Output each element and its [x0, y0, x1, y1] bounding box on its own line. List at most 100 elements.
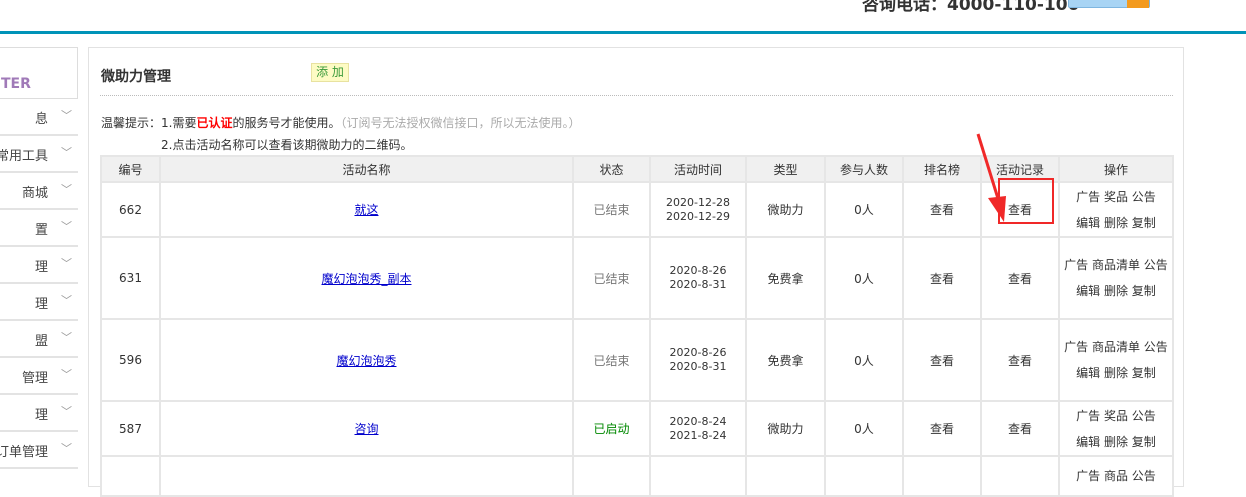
highlight-box	[998, 178, 1054, 224]
sidebar-item[interactable]: 常用工具 ﹀	[0, 136, 78, 173]
tip-highlight: 已认证	[196, 116, 233, 130]
column-header: 活动名称	[159, 155, 574, 183]
chevron-down-icon: ﹀	[61, 442, 72, 455]
status: 已启动	[572, 400, 651, 457]
row-id: 596	[100, 318, 161, 402]
end-date: 2020-12-29	[666, 209, 730, 223]
record-view-link[interactable]: 查看	[980, 400, 1060, 457]
sidebar-item-label: 理	[34, 297, 48, 312]
column-header: 参与人数	[824, 155, 904, 183]
status: 已结束	[572, 181, 651, 238]
ranking-view-link[interactable]: 查看	[902, 236, 982, 320]
status: 已结束	[572, 318, 651, 402]
phone-number: 咨询电话：4000-110-100	[862, 0, 1080, 15]
start-date: 2020-8-24	[669, 414, 727, 428]
sidebar-item[interactable]: 理 ﹀	[0, 247, 78, 284]
tip-line-2: 2.点击活动名称可以查看该期微助力的二维码。	[161, 138, 413, 152]
activity-name-link[interactable]: 魔幻泡泡秀	[336, 353, 397, 368]
start-date: 2020-8-26	[669, 264, 727, 277]
qq-chat-button[interactable]	[1068, 0, 1150, 8]
chevron-down-icon: ﹀	[61, 368, 72, 381]
ops-links-primary[interactable]: 广告 奖品 公告	[1076, 189, 1156, 204]
sidebar-item-label: 置	[34, 223, 48, 238]
sidebar-item[interactable]: 息 ﹀	[0, 99, 78, 136]
column-header: 编号	[100, 155, 161, 183]
participant-count: 0人	[824, 236, 904, 320]
sidebar-item[interactable]: 盟 ﹀	[0, 321, 78, 358]
sidebar-item-label: 息	[34, 112, 48, 127]
tip-prefix: 温馨提示：1.需要	[101, 116, 197, 130]
header-divider	[0, 31, 1246, 34]
participant-count	[824, 455, 904, 497]
row-id: 631	[100, 236, 161, 320]
ops-links-primary[interactable]: 广告 商品 公告	[1076, 469, 1156, 483]
ranking-view-link[interactable]: 查看	[902, 400, 982, 457]
sidebar-item[interactable]: 理 ﹀	[0, 284, 78, 321]
sidebar-item-label: 商城	[21, 186, 48, 201]
chevron-down-icon: ﹀	[61, 220, 72, 233]
chevron-down-icon: ﹀	[61, 257, 72, 270]
sidebar-item-label: 订单管理	[0, 445, 48, 460]
sidebar-item-label: 理	[34, 260, 48, 275]
end-date: 2020-8-31	[669, 278, 727, 291]
qq-icon	[1127, 0, 1149, 8]
start-date: 2020-12-28	[666, 195, 730, 209]
participant-count: 0人	[824, 400, 904, 457]
add-button[interactable]: 添 加	[311, 63, 349, 82]
type: 免费拿	[745, 318, 826, 402]
sidebar-item[interactable]: 理 ﹀	[0, 395, 78, 432]
ops-links-secondary[interactable]: 编辑 删除 复制	[1076, 215, 1156, 230]
brand-text: TER	[1, 76, 31, 92]
end-date: 2021-8-24	[669, 428, 727, 442]
type: 微助力	[745, 400, 826, 457]
column-header: 活动时间	[649, 155, 747, 183]
ops-links-secondary[interactable]: 编辑 删除 复制	[1076, 284, 1156, 298]
record-view-link[interactable]	[980, 455, 1060, 497]
ranking-view-link[interactable]: 查看	[902, 318, 982, 402]
divider	[100, 95, 1173, 96]
chevron-down-icon: ﹀	[61, 183, 72, 196]
activity-name-link[interactable]: 咨询	[354, 422, 379, 436]
page-title: 微助力管理	[101, 69, 171, 85]
column-header: 操作	[1058, 155, 1174, 183]
sidebar-item-label: 盟	[34, 334, 48, 349]
top-header: 咨询电话：4000-110-100	[0, 0, 1246, 31]
record-view-link[interactable]: 查看	[980, 236, 1060, 320]
chevron-down-icon: ﹀	[61, 331, 72, 344]
record-view-link[interactable]: 查看	[980, 318, 1060, 402]
chevron-down-icon: ﹀	[61, 294, 72, 307]
table-row: 广告 商品 公告	[100, 455, 1174, 497]
ops-links-primary[interactable]: 广告 奖品 公告	[1076, 408, 1156, 423]
sidebar-brand: TER	[0, 47, 78, 99]
chevron-down-icon: ﹀	[61, 146, 72, 159]
table-row: 587 咨询 已启动 2020-8-24 2021-8-24 微助力 0人 查看 …	[100, 400, 1174, 457]
table-row: 596 魔幻泡泡秀 已结束 2020-8-26 2020-8-31 免费拿 0人 …	[100, 318, 1174, 402]
end-date: 2020-8-31	[669, 360, 727, 373]
activity-name-link[interactable]: 就这	[354, 203, 379, 217]
row-id	[100, 455, 161, 497]
sidebar-item-label: 常用工具	[0, 149, 48, 164]
ranking-view-link[interactable]: 查看	[902, 181, 982, 238]
ops-links-secondary[interactable]: 编辑 删除 复制	[1076, 366, 1156, 380]
sidebar-item-label: 管理	[21, 371, 48, 386]
row-id: 587	[100, 400, 161, 457]
status	[572, 455, 651, 497]
sidebar-item[interactable]: 管理 ﹀	[0, 358, 78, 395]
participant-count: 0人	[824, 318, 904, 402]
sidebar-item[interactable]: 订单管理 ﹀	[0, 432, 78, 469]
participant-count: 0人	[824, 181, 904, 238]
ranking-view-link[interactable]	[902, 455, 982, 497]
type: 免费拿	[745, 236, 826, 320]
sidebar-item-label: 理	[34, 408, 48, 423]
ops-links-primary[interactable]: 广告 商品清单 公告	[1064, 340, 1168, 354]
ops-links-primary[interactable]: 广告 商品清单 公告	[1064, 258, 1168, 272]
type	[745, 455, 826, 497]
sidebar: TER 息 ﹀ 常用工具 ﹀ 商城 ﹀ 置 ﹀ 理 ﹀ 理 ﹀ 盟 ﹀ 管理 ﹀ 理 ﹀ 订单管理 ﹀	[0, 47, 78, 487]
ops-links-secondary[interactable]: 编辑 删除 复制	[1076, 434, 1156, 449]
sidebar-item[interactable]: 置 ﹀	[0, 210, 78, 247]
activity-name-link[interactable]: 魔幻泡泡秀_副本	[321, 271, 412, 286]
sidebar-item[interactable]: 商城 ﹀	[0, 173, 78, 210]
table-row: 631 魔幻泡泡秀_副本 已结束 2020-8-26 2020-8-31 免费拿 …	[100, 236, 1174, 320]
tip-line-1: 温馨提示：1.需要已认证的服务号才能使用。（订阅号无法授权微信接口，所以无法使用…	[101, 114, 581, 131]
start-date: 2020-8-26	[669, 346, 727, 359]
